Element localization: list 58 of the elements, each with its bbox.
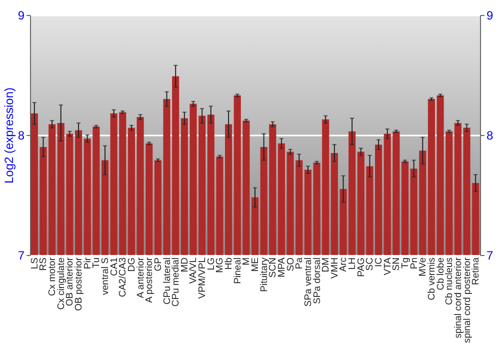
x-tick-label: CPu medial [170, 258, 182, 307]
x-tick-label: SO [285, 258, 296, 272]
y2-tick-label: 9 [486, 8, 494, 22]
x-tick-label: SPa ventral [302, 258, 314, 307]
y2-tick-label: 8 [486, 128, 494, 142]
x-tick-label: Hb [224, 258, 235, 270]
x-tick-label: Cb vermis [426, 257, 438, 300]
x-tick-label: Cx cingulate [56, 258, 67, 310]
x-tick-label: MVe [418, 258, 429, 277]
y2-tick-label: 7 [486, 248, 494, 262]
x-tick-label: Tg [400, 258, 411, 269]
x-tick-label: Retina [470, 256, 482, 285]
x-tick-label: PAG [356, 258, 367, 277]
x-tick-label: ME [250, 258, 261, 272]
x-tick-label: Pituitary [258, 257, 270, 292]
x-tick-label: IC [374, 257, 385, 267]
x-tick-label: Pineal [232, 258, 244, 284]
x-tick-label: Pir [82, 258, 94, 270]
x-tick-label: MD [179, 257, 190, 272]
x-tick-label: LH [347, 257, 358, 270]
x-tick-label: SN [391, 257, 402, 271]
x-tick-label: VA/VL [188, 258, 200, 284]
y-tick-label: 8 [18, 128, 25, 142]
x-tick-label: Pa [294, 256, 306, 270]
x-tick-label: Pn [408, 258, 420, 270]
y-tick-label: 7 [18, 248, 25, 262]
x-tick-label: MPA [276, 256, 288, 278]
x-tick-label: SC [364, 257, 376, 271]
x-tick-label: spinal cord anterior [452, 258, 464, 338]
x-tick-label: CA2/CA3 [118, 258, 129, 298]
x-tick-label: SCN [268, 257, 279, 278]
x-tick-label: MG [214, 258, 226, 273]
x-tick-label: Cx motor [47, 258, 58, 296]
x-tick-label: LS [29, 258, 40, 270]
x-tick-label: OB posterior [74, 258, 85, 311]
y-tick-label: 9 [18, 8, 25, 22]
y-axis-title: Log2 (expression) [2, 87, 16, 184]
x-tick-label: Cb lobe [435, 258, 446, 290]
x-tick-label: VPM/VPL [197, 258, 208, 299]
x-tick-label: RS [38, 258, 50, 271]
x-tick-label: ventral S [100, 258, 111, 295]
x-tick-label: CPu lateral [162, 258, 173, 304]
x-tick-label: LG [206, 258, 217, 270]
x-tick-label: VMH [329, 257, 340, 279]
x-tick-label: OB anterior [64, 258, 76, 306]
x-tick-label: SPa dorsal [312, 258, 323, 304]
x-tick-label: A anterior [135, 258, 146, 298]
x-tick-label: Tu [91, 258, 102, 268]
x-tick-label: spinal cord posterior [462, 258, 473, 344]
x-tick-label: DM [320, 257, 332, 272]
x-tick-label: Cb nucleus [444, 257, 456, 306]
x-tick-label: GP [152, 258, 164, 272]
x-tick-label: VTA [382, 256, 394, 276]
x-tick-label: Arc [338, 257, 350, 272]
x-tick-label: M [241, 257, 252, 266]
x-tick-label: A posterior [144, 258, 156, 303]
x-tick-label: DG [126, 258, 138, 272]
x-tick-label: CA1 [108, 258, 120, 276]
